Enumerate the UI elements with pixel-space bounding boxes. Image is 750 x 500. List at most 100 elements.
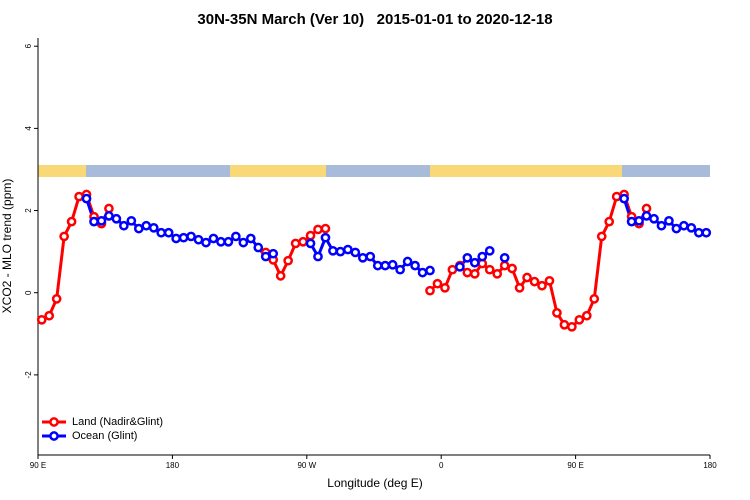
land-strip xyxy=(38,165,86,177)
data-point xyxy=(126,215,137,226)
land-strip xyxy=(430,165,622,177)
data-point xyxy=(156,227,167,238)
data-point xyxy=(343,244,353,255)
data-point xyxy=(59,231,69,242)
data-point xyxy=(634,215,644,226)
data-point xyxy=(171,233,181,244)
data-point xyxy=(641,203,652,214)
data-point xyxy=(664,215,674,226)
data-point xyxy=(567,321,577,332)
legend-label: Ocean (Glint) xyxy=(72,430,137,442)
data-point xyxy=(178,232,189,243)
data-point xyxy=(619,193,629,204)
series-line xyxy=(41,192,648,329)
data-point xyxy=(74,191,84,202)
y-tick-label: 6 xyxy=(24,43,33,48)
x-tick-label: 90 E xyxy=(567,461,583,470)
data-point xyxy=(81,193,92,204)
data-point xyxy=(514,282,525,293)
data-point xyxy=(253,242,264,253)
data-point xyxy=(462,267,473,278)
data-point xyxy=(574,314,585,325)
data-point xyxy=(484,245,495,256)
data-point xyxy=(425,265,435,276)
data-point xyxy=(372,260,383,271)
data-point xyxy=(693,227,704,238)
data-point xyxy=(44,310,55,321)
data-point xyxy=(328,245,338,256)
data-point xyxy=(238,237,249,248)
data-point xyxy=(649,213,659,224)
data-point xyxy=(89,216,99,227)
x-tick-label: 90 W xyxy=(297,461,316,470)
y-tick-label: 4 xyxy=(24,126,33,131)
data-point xyxy=(395,264,405,275)
data-point xyxy=(537,280,547,291)
data-point xyxy=(268,248,279,259)
data-point xyxy=(701,227,712,238)
land-strip xyxy=(230,165,326,177)
x-tick-label: 0 xyxy=(439,461,444,470)
data-point xyxy=(357,252,368,263)
data-point xyxy=(298,236,308,247)
data-point xyxy=(305,238,316,249)
data-point xyxy=(447,264,458,275)
data-point xyxy=(671,223,682,234)
data-point xyxy=(365,251,376,262)
data-point xyxy=(66,216,77,227)
data-point xyxy=(104,211,114,221)
data-point xyxy=(223,236,234,247)
data-point xyxy=(260,251,271,262)
x-tick-label: 180 xyxy=(166,461,180,470)
data-point xyxy=(313,224,323,235)
data-point xyxy=(51,294,62,304)
y-tick-label: 2 xyxy=(24,208,33,213)
data-point xyxy=(350,247,361,258)
data-point xyxy=(596,231,607,242)
data-point xyxy=(477,251,488,262)
data-point xyxy=(455,261,465,272)
data-point xyxy=(469,257,480,268)
data-point xyxy=(529,276,540,287)
data-point xyxy=(611,191,622,202)
data-point xyxy=(193,234,204,245)
chart-title: 30N-35N March (Ver 10) 2015-01-01 to 202… xyxy=(197,11,552,28)
data-point xyxy=(245,233,256,244)
data-point xyxy=(320,232,331,243)
data-point xyxy=(104,203,114,214)
y-tick-label: -2 xyxy=(24,371,33,379)
data-point xyxy=(417,267,428,278)
data-point xyxy=(507,263,517,274)
data-point xyxy=(484,264,495,275)
data-point xyxy=(275,271,286,281)
data-point xyxy=(290,238,301,249)
data-point xyxy=(305,230,316,241)
data-point xyxy=(133,223,144,234)
data-point xyxy=(111,213,122,224)
data-point xyxy=(641,211,652,221)
data-point xyxy=(552,308,562,318)
data-point xyxy=(313,251,323,262)
legend-marker xyxy=(49,417,59,427)
data-point xyxy=(432,278,443,289)
data-point xyxy=(186,231,196,242)
land-ocean-strip xyxy=(38,165,710,177)
data-point xyxy=(469,268,480,279)
data-point xyxy=(492,268,503,279)
data-point xyxy=(522,272,532,283)
x-tick-label: 180 xyxy=(703,461,717,470)
data-point xyxy=(626,216,637,227)
x-tick-label: 90 E xyxy=(30,461,46,470)
data-point xyxy=(283,255,293,266)
data-point xyxy=(387,259,398,270)
data-point xyxy=(201,237,211,248)
data-point xyxy=(320,223,331,234)
y-tick-label: 0 xyxy=(24,290,33,295)
y-axis-label: XCO2 - MLO trend (ppm) xyxy=(0,179,14,314)
data-point xyxy=(581,310,592,321)
data-point xyxy=(686,222,697,233)
data-point xyxy=(679,220,689,231)
x-axis-label: Longitude (deg E) xyxy=(327,476,422,490)
data-point xyxy=(141,220,152,231)
data-point xyxy=(462,252,473,263)
